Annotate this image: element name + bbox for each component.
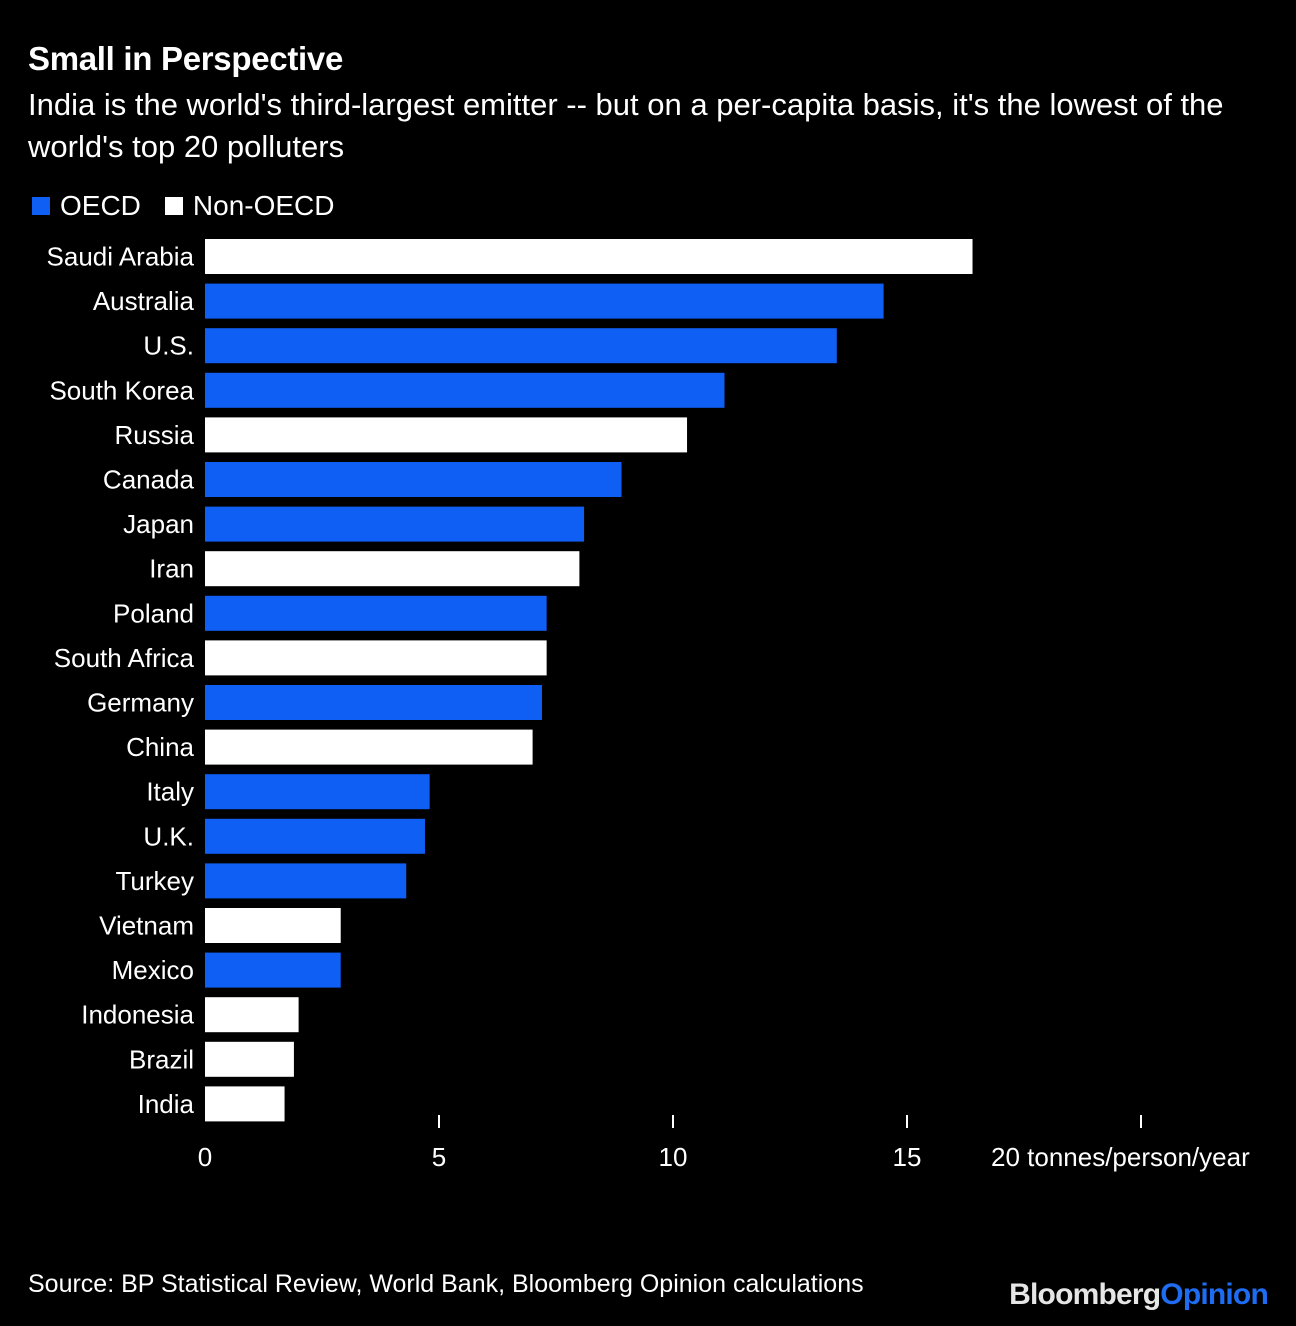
category-label: South Korea: [49, 375, 194, 405]
chart-subtitle: India is the world's third-largest emitt…: [28, 87, 1224, 164]
bar: [205, 818, 425, 854]
x-tick-label: 15: [893, 1142, 922, 1172]
brand-logo: BloombergOpinion: [1009, 1278, 1269, 1312]
category-label: Mexico: [112, 955, 194, 985]
bar: [205, 328, 837, 364]
legend-item-oecd: OECD: [32, 190, 141, 222]
bar: [205, 774, 430, 810]
category-label: India: [138, 1089, 195, 1119]
bar: [205, 462, 622, 497]
category-label: South Africa: [54, 643, 195, 673]
legend: OECD Non-OECD: [32, 190, 359, 222]
bar: [205, 952, 341, 988]
category-label: U.K.: [143, 821, 194, 851]
legend-label-non-oecd: Non-OECD: [192, 190, 335, 221]
category-label: U.S.: [143, 331, 194, 361]
category-label: Iran: [149, 554, 194, 584]
category-label: Poland: [113, 598, 194, 628]
category-label: China: [126, 732, 194, 762]
legend-swatch-non-oecd: [164, 197, 183, 215]
bar: [205, 1041, 294, 1077]
legend-item-non-oecd: Non-OECD: [164, 190, 335, 222]
category-label: Japan: [123, 509, 194, 539]
x-tick-label: 10: [659, 1142, 688, 1172]
bar: [205, 863, 407, 899]
x-tick-label: 0: [198, 1142, 212, 1172]
bar: [205, 283, 884, 319]
category-label: Italy: [146, 777, 194, 807]
x-tick-label: 5: [432, 1142, 446, 1172]
legend-swatch-oecd: [32, 197, 50, 215]
category-label: Australia: [93, 286, 195, 316]
category-label: Germany: [87, 688, 194, 718]
category-label: Vietnam: [99, 911, 194, 941]
bar: [205, 729, 533, 765]
chart-title: Small in Perspective: [28, 40, 343, 77]
bar: [205, 685, 542, 720]
bar: [205, 417, 688, 453]
bar: [205, 1086, 285, 1122]
category-label: Saudi Arabia: [47, 242, 195, 272]
legend-label-oecd: OECD: [60, 190, 141, 221]
category-label: Brazil: [129, 1044, 194, 1074]
bar: [205, 997, 299, 1033]
brand-logo-part2: Opinion: [1160, 1278, 1269, 1311]
brand-logo-part1: Bloomberg: [1009, 1278, 1161, 1311]
category-label: Canada: [103, 465, 195, 495]
category-label: Russia: [115, 420, 195, 450]
bar: [205, 640, 547, 676]
category-label: Indonesia: [81, 1000, 194, 1030]
bar: [205, 372, 725, 408]
bar: [205, 595, 547, 631]
bar: [205, 908, 341, 943]
bar: [205, 506, 585, 542]
bar: [205, 551, 580, 587]
category-label: Turkey: [116, 866, 195, 896]
source-note: Source: BP Statistical Review, World Ban…: [28, 1270, 864, 1298]
bar: [205, 239, 973, 274]
x-tick-label: 20 tonnes/person/year: [991, 1142, 1250, 1172]
